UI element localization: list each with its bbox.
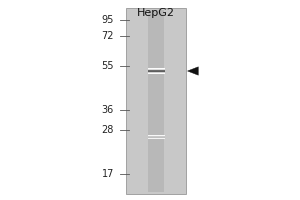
Bar: [148, 10, 164, 192]
Text: 28: 28: [102, 125, 114, 135]
Text: 36: 36: [102, 105, 114, 115]
Text: 72: 72: [101, 31, 114, 41]
Text: 17: 17: [102, 169, 114, 179]
Text: 55: 55: [101, 61, 114, 71]
Polygon shape: [188, 67, 198, 75]
Text: 95: 95: [102, 15, 114, 25]
Text: HepG2: HepG2: [137, 8, 175, 18]
Bar: [126, 8, 186, 194]
